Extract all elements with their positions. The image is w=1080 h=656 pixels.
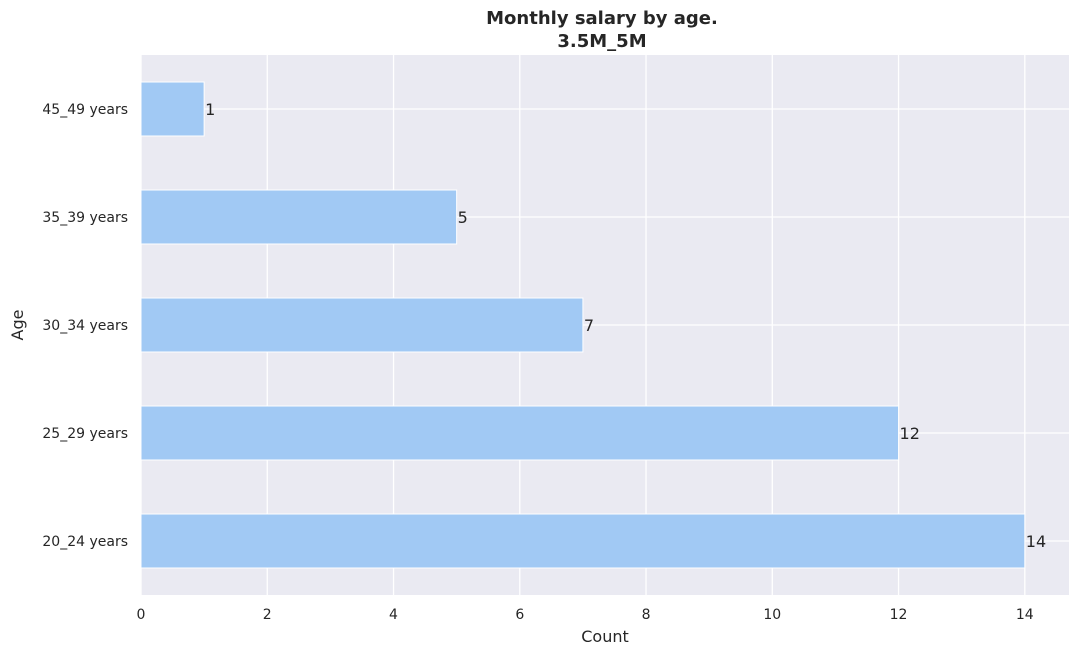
bar <box>140 189 458 245</box>
x-tick-label: 8 <box>642 607 651 623</box>
bar-value-label: 1 <box>205 100 215 119</box>
x-tick-label: 4 <box>389 607 398 623</box>
x-tick-label: 2 <box>263 607 272 623</box>
x-tick-label: 14 <box>1016 607 1034 623</box>
y-tick-label: 45_49 years <box>42 102 128 118</box>
x-tick-label: 12 <box>890 607 908 623</box>
bar <box>140 513 1026 569</box>
bar-value-label: 12 <box>900 424 920 443</box>
y-tick-labels: 20_24 years 25_29 years 30_34 years 35_39 y… <box>42 102 128 550</box>
bar-value-label: 7 <box>584 316 594 335</box>
x-tick-label: 10 <box>763 607 781 623</box>
bar-value-label: 5 <box>458 208 468 227</box>
bar <box>140 297 584 353</box>
chart-title-line-2: 3.5M_5M <box>557 31 646 52</box>
x-tick-label: 6 <box>515 607 524 623</box>
y-axis-label: Age <box>8 310 27 341</box>
y-tick-label: 20_24 years <box>42 534 128 550</box>
bar <box>140 81 205 137</box>
y-tick-label: 35_39 years <box>42 210 128 226</box>
y-tick-label: 30_34 years <box>42 318 128 334</box>
bars <box>140 81 1026 569</box>
x-axis-label: Count <box>581 627 629 646</box>
x-tick-label: 0 <box>137 607 146 623</box>
y-tick-label: 25_29 years <box>42 426 128 442</box>
data-labels: 14 12 7 5 1 <box>205 100 1046 551</box>
bar <box>140 405 900 461</box>
chart-title-line-1: Monthly salary by age. <box>486 8 718 29</box>
x-tick-labels: 0 2 4 6 8 10 12 14 <box>137 607 1034 623</box>
bar-value-label: 14 <box>1026 532 1046 551</box>
